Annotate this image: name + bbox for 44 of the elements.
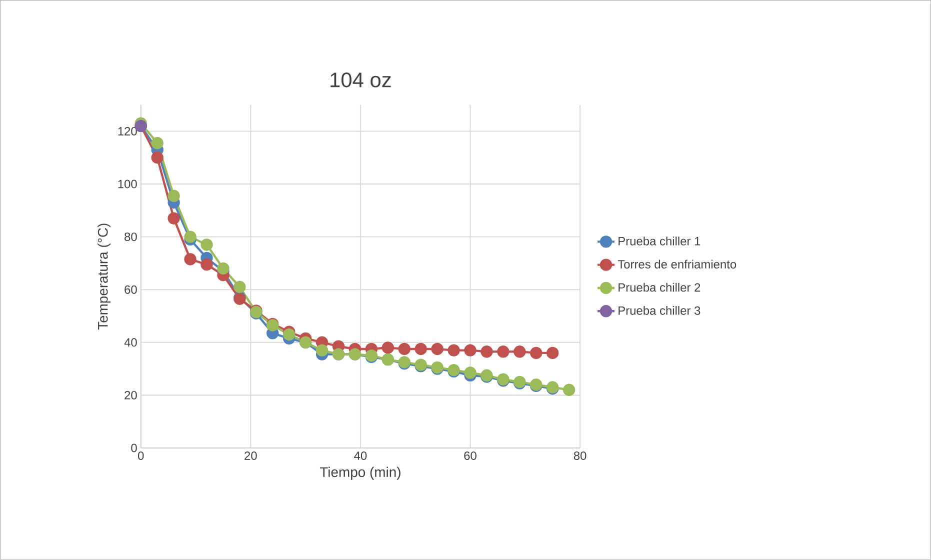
x-tick-label: 60 [464,452,476,460]
y-tick-label: 80 [124,232,137,242]
legend-label: Prueba chiller 3 [618,306,700,315]
x-tick-label: 20 [244,452,257,460]
chart-title: 104 oz [330,72,391,88]
y-axis-title: Temperatura (°C) [98,224,111,330]
x-tick-label: 40 [354,452,367,460]
x-tick-label: 0 [138,452,144,460]
point [151,152,164,164]
point [168,190,180,202]
legend-label: Prueba chiller 2 [618,282,700,292]
point [151,137,164,150]
point [168,212,180,225]
y-tick-label: 0 [131,444,137,452]
point [562,384,576,396]
point [398,342,410,356]
point [217,262,230,275]
y-tick-label: 60 [124,285,137,294]
x-axis-title: Tiempo (min) [320,466,400,480]
point [184,253,196,266]
point [431,342,444,356]
point [530,346,542,360]
x-tick-label: 80 [574,452,586,460]
point [200,258,213,271]
point [316,344,328,356]
y-tick-label: 20 [124,391,137,400]
point [448,344,460,356]
point [480,346,493,358]
y-tick-label: 120 [118,127,137,136]
point [200,238,213,251]
y-tick-label: 100 [118,180,137,188]
point [234,280,246,294]
point [282,328,296,341]
point [497,346,510,358]
point [464,344,476,356]
point [414,342,427,356]
legend-label: Prueba chiller 1 [618,236,700,246]
point [546,346,559,360]
y-tick-label: 40 [124,338,137,347]
legend-label: Torres de enfriamiento [618,260,736,269]
point [514,346,526,358]
point [464,366,476,379]
point [184,230,196,243]
point [382,342,394,354]
